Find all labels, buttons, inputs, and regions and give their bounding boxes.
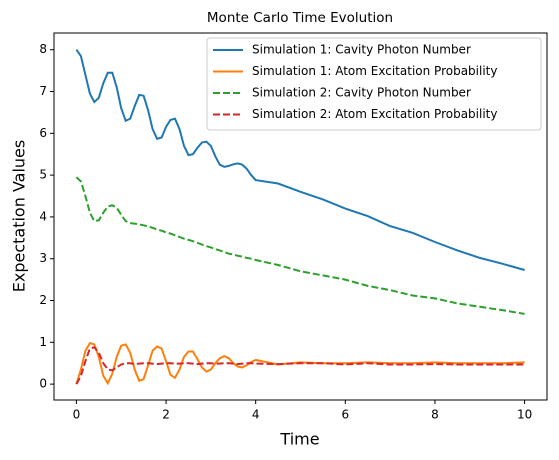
y-tick-label: 5: [39, 168, 47, 182]
x-tick-label: 8: [431, 408, 439, 422]
plot-frame: [53, 32, 548, 401]
x-tick-label: 4: [252, 408, 260, 422]
x-tick-label: 0: [73, 408, 81, 422]
legend-label: Simulation 2: Cavity Photon Number: [252, 86, 471, 100]
y-tick-label: 2: [39, 293, 47, 307]
legend-label: Simulation 1: Atom Excitation Probabilit…: [252, 64, 497, 78]
legend-box: [206, 37, 542, 131]
y-tick-label: 6: [39, 126, 47, 140]
y-tick-label: 7: [39, 84, 47, 98]
y-tick-label: 3: [39, 251, 47, 265]
y-tick-label: 8: [39, 42, 47, 56]
x-tick-label: 10: [517, 408, 532, 422]
series-line: [75, 346, 525, 385]
x-axis-label: Time: [279, 430, 319, 449]
legend-label: Simulation 1: Cavity Photon Number: [252, 43, 471, 57]
series-line: [75, 49, 525, 271]
y-tick-label: 4: [39, 209, 47, 223]
x-tick-label: 6: [341, 408, 349, 422]
y-tick-label: 1: [39, 335, 47, 349]
legend-label: Simulation 2: Atom Excitation Probabilit…: [252, 107, 497, 121]
chart-title: Monte Carlo Time Evolution: [207, 10, 393, 26]
y-tick-label: 0: [39, 377, 47, 391]
y-axis-label: Expectation Values: [10, 140, 29, 292]
series-line: [75, 176, 525, 315]
x-tick-label: 2: [162, 408, 170, 422]
